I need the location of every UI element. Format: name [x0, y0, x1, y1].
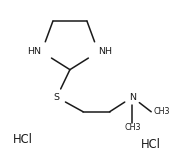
Text: CH3: CH3 — [153, 107, 170, 116]
Text: N: N — [129, 93, 136, 102]
Text: S: S — [54, 93, 60, 102]
Text: HCl: HCl — [13, 133, 33, 146]
Text: NH: NH — [98, 47, 112, 56]
Text: CH3: CH3 — [124, 123, 141, 132]
Text: HN: HN — [28, 47, 42, 56]
Text: HCl: HCl — [141, 138, 161, 151]
